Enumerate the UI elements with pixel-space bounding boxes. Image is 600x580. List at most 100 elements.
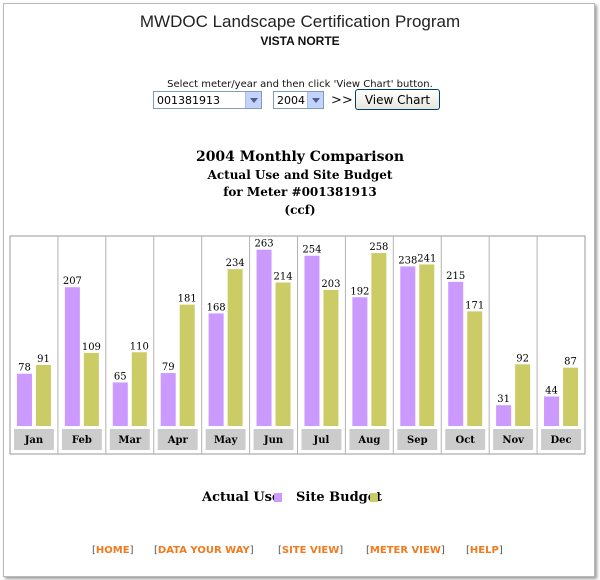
month-tick-label: Apr bbox=[167, 435, 189, 446]
bar-site-budget bbox=[131, 352, 147, 426]
bar-actual-use bbox=[112, 382, 128, 426]
month-tick-label: May bbox=[214, 435, 239, 446]
bar-value-label: 109 bbox=[82, 342, 101, 353]
bar-value-label: 87 bbox=[564, 357, 577, 368]
month-tick-label: Oct bbox=[455, 435, 475, 446]
monthly-comparison-chart: 78 91 Jan 207 109 Feb 65 110 Mar 79 181 Apr 168 234 Ma… bbox=[9, 235, 586, 455]
bar-value-label: 65 bbox=[114, 371, 127, 382]
bar-value-label: 207 bbox=[63, 276, 82, 287]
chart-subtitle-3: (ccf) bbox=[284, 203, 316, 217]
nav-home[interactable]: [HOME] bbox=[92, 545, 134, 556]
bar-site-budget bbox=[467, 311, 483, 426]
bar-actual-use bbox=[256, 249, 272, 426]
bar-actual-use bbox=[496, 405, 512, 426]
month-label-box bbox=[493, 429, 534, 450]
bar-site-budget bbox=[419, 264, 435, 426]
month-label-box bbox=[445, 429, 486, 450]
bar-actual-use bbox=[544, 396, 560, 426]
month-tick-label: Sep bbox=[407, 435, 428, 446]
month-tick-label: Nov bbox=[502, 435, 525, 446]
bar-value-label: 203 bbox=[321, 279, 340, 290]
bar-actual-use bbox=[400, 266, 416, 426]
bar-actual-use bbox=[16, 373, 32, 426]
month-tick-label: Jan bbox=[24, 435, 44, 446]
legend-swatch-site-budget bbox=[370, 493, 378, 502]
bar-value-label: 31 bbox=[497, 394, 510, 405]
app-title: MWDOC Landscape Certification Program bbox=[139, 12, 461, 31]
bar-site-budget bbox=[515, 364, 531, 426]
bar-value-label: 171 bbox=[465, 300, 484, 311]
meter-select-value: 001381913 bbox=[157, 94, 220, 107]
bar-value-label: 92 bbox=[516, 353, 529, 364]
month-tick-label: Jul bbox=[313, 435, 330, 446]
bar-site-budget bbox=[83, 352, 99, 426]
bar-site-budget bbox=[227, 269, 243, 426]
chart-subtitle-1: Actual Use and Site Budget bbox=[207, 168, 393, 182]
bar-actual-use bbox=[208, 313, 224, 426]
bar-value-label: 44 bbox=[545, 386, 558, 397]
month-tick-label: Dec bbox=[550, 435, 571, 446]
chevron-down-icon[interactable] bbox=[245, 92, 261, 108]
bar-value-label: 181 bbox=[178, 294, 197, 305]
nav-help-link[interactable]: HELP bbox=[469, 545, 499, 556]
nav-meter-view-link[interactable]: METER VIEW bbox=[369, 545, 441, 556]
year-select[interactable]: 2004 bbox=[273, 91, 324, 109]
nav-meter-view[interactable]: [METER VIEW] bbox=[366, 545, 445, 556]
legend-label-actual-use: Actual Use bbox=[202, 490, 281, 505]
month-tick-label: Mar bbox=[118, 435, 142, 446]
bar-actual-use bbox=[448, 281, 464, 426]
chart-subtitle-2: for Meter #001381913 bbox=[223, 185, 377, 199]
month-label-box bbox=[14, 429, 54, 450]
bar-value-label: 214 bbox=[273, 272, 292, 283]
bar-value-label: 110 bbox=[130, 341, 149, 352]
bar-value-label: 79 bbox=[162, 362, 175, 373]
site-name: VISTA NORTE bbox=[260, 34, 340, 48]
bar-site-budget bbox=[35, 364, 51, 426]
bar-actual-use bbox=[304, 255, 320, 426]
bar-actual-use bbox=[64, 287, 80, 426]
bar-site-budget bbox=[275, 282, 291, 426]
nav-site-view-link[interactable]: SITE VIEW bbox=[281, 545, 340, 556]
month-tick-label: Feb bbox=[72, 435, 92, 446]
legend-label-site-budget: Site Budget bbox=[296, 490, 383, 505]
bar-value-label: 91 bbox=[37, 354, 50, 365]
year-select-value: 2004 bbox=[277, 94, 305, 107]
instruction-text: Select meter/year and then click 'View C… bbox=[167, 79, 433, 90]
month-label-box bbox=[349, 429, 390, 450]
bar-site-budget bbox=[371, 253, 387, 426]
separator-arrows: >> bbox=[331, 93, 353, 108]
bar-site-budget bbox=[323, 289, 339, 426]
view-chart-button[interactable]: View Chart bbox=[355, 89, 440, 110]
month-tick-label: Jun bbox=[263, 435, 284, 446]
bar-value-label: 215 bbox=[446, 271, 465, 282]
month-tick-label: Aug bbox=[357, 435, 380, 446]
month-label-box bbox=[205, 429, 246, 450]
bar-value-label: 241 bbox=[417, 253, 436, 264]
nav-site-view[interactable]: [SITE VIEW] bbox=[278, 545, 344, 556]
month-label-box bbox=[61, 429, 102, 450]
month-label-box bbox=[157, 429, 198, 450]
nav-data-your-way[interactable]: [DATA YOUR WAY] bbox=[154, 545, 254, 556]
month-label-box bbox=[397, 429, 438, 450]
bar-site-budget bbox=[563, 367, 579, 426]
bar-value-label: 78 bbox=[18, 363, 31, 374]
month-label-box bbox=[541, 429, 581, 450]
bar-value-label: 234 bbox=[226, 258, 245, 269]
bar-value-label: 254 bbox=[302, 245, 321, 256]
chevron-down-icon[interactable] bbox=[307, 92, 323, 108]
bar-value-label: 168 bbox=[207, 302, 226, 313]
bar-site-budget bbox=[179, 304, 195, 426]
month-label-box bbox=[253, 429, 294, 450]
bar-value-label: 192 bbox=[350, 286, 369, 297]
nav-help[interactable]: [HELP] bbox=[466, 545, 503, 556]
bar-actual-use bbox=[352, 297, 368, 426]
meter-select[interactable]: 001381913 bbox=[153, 91, 262, 109]
nav-home-link[interactable]: HOME bbox=[95, 545, 130, 556]
legend-swatch-actual-use bbox=[274, 493, 282, 502]
bar-value-label: 263 bbox=[254, 239, 273, 250]
month-label-box bbox=[109, 429, 150, 450]
bar-value-label: 238 bbox=[398, 255, 417, 266]
nav-data-your-way-link[interactable]: DATA YOUR WAY bbox=[157, 545, 250, 556]
month-label-box bbox=[301, 429, 342, 450]
chart-title: 2004 Monthly Comparison bbox=[195, 149, 405, 165]
